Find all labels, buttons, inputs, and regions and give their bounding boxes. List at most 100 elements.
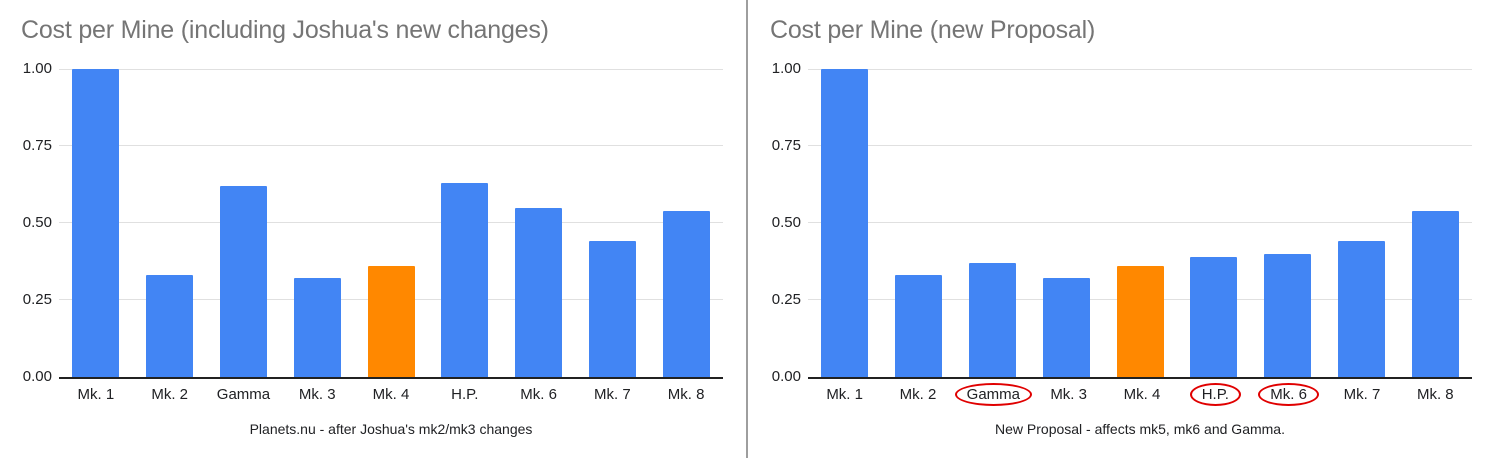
bar-slot-mk-8 — [649, 69, 723, 377]
bars-group — [59, 69, 723, 377]
x-tick-cell-mk-6: Mk. 6 — [502, 380, 576, 408]
y-tick-label: 0.50 — [771, 214, 801, 231]
bar-slot-mk-7 — [575, 69, 649, 377]
x-axis-labels: Mk. 1 Mk. 2 Gamma Mk. 3 Mk. 4 H.P. Mk. 6 Mk. 7 M… — [59, 380, 723, 408]
x-tick-cell-mk-3: Mk. 3 — [280, 380, 354, 408]
y-tick-label: 0.00 — [771, 368, 801, 385]
bar-mk-4 — [367, 266, 415, 377]
bar-slot-mk-3 — [1029, 69, 1103, 377]
red-circle-annotation-h-p: H.P. — [1189, 382, 1241, 406]
bar-h-p — [1190, 256, 1238, 377]
gridline — [59, 69, 723, 70]
chart-caption: Planets.nu - after Joshua's mk2/mk3 chan… — [249, 421, 533, 437]
x-tick-cell-mk-3: Mk. 3 — [1032, 380, 1105, 408]
red-circle-annotation-mk-6: Mk. 6 — [1258, 382, 1319, 406]
x-tick-label: H.P. — [451, 385, 479, 403]
bar-mk-7 — [588, 241, 636, 377]
x-tick-label: Mk. 7 — [1343, 385, 1381, 403]
x-tick-cell-mk-4: Mk. 4 — [1105, 380, 1178, 408]
bars-group — [808, 69, 1472, 377]
x-tick-cell-mk-7: Mk. 7 — [575, 380, 649, 408]
x-tick-cell-mk-4: Mk. 4 — [354, 380, 428, 408]
bar-gamma — [968, 263, 1016, 377]
bar-mk-8 — [662, 210, 710, 377]
x-axis-labels: Mk. 1 Mk. 2 Gamma Mk. 3 Mk. 4 H.P. Mk. 6 Mk. 7 M… — [808, 380, 1472, 408]
x-tick-label: Mk. 7 — [594, 385, 631, 403]
x-tick-cell-mk-1: Mk. 1 — [59, 380, 133, 408]
x-tick-cell-mk-8: Mk. 8 — [1399, 380, 1472, 408]
chart-pane-right: Cost per Mine (new Proposal) 1.00 0.75 0.5… — [749, 0, 1492, 458]
bar-h-p — [441, 182, 489, 377]
red-circle-annotation-gamma: Gamma — [954, 382, 1032, 406]
x-tick-label: Mk. 4 — [1123, 385, 1161, 403]
pane-divider-line — [746, 0, 748, 458]
bar-slot-mk-1 — [59, 69, 133, 377]
bar-slot-gamma — [956, 69, 1030, 377]
x-tick-label: Mk. 4 — [372, 385, 410, 403]
bar-slot-mk-1 — [808, 69, 882, 377]
chart-caption: New Proposal - affects mk5, mk6 and Gamm… — [995, 421, 1285, 437]
bar-mk-6 — [515, 207, 563, 377]
bar-mk-1 — [821, 69, 869, 377]
bar-slot-mk-6 — [1251, 69, 1325, 377]
bar-mk-1 — [72, 69, 120, 377]
x-tick-label: Mk. 6 — [520, 385, 557, 403]
chart-title: Cost per Mine (including Joshua's new ch… — [21, 16, 549, 44]
gridline — [808, 69, 1472, 70]
bar-mk-3 — [1042, 278, 1090, 377]
x-tick-cell-gamma: Gamma — [954, 380, 1032, 408]
gridline — [808, 222, 1472, 223]
y-tick-label: 0.75 — [771, 137, 801, 154]
x-tick-cell-mk-7: Mk. 7 — [1325, 380, 1398, 408]
bar-slot-mk-2 — [882, 69, 956, 377]
x-tick-label: Mk. 2 — [899, 385, 937, 403]
x-axis-line — [808, 377, 1472, 379]
x-tick-label: Mk. 3 — [1050, 385, 1087, 403]
x-tick-label: Mk. 3 — [298, 385, 336, 403]
x-tick-label: Mk. 2 — [151, 385, 189, 403]
gridline — [808, 145, 1472, 146]
x-tick-label: Mk. 8 — [667, 385, 705, 403]
x-tick-cell-gamma: Gamma — [207, 380, 281, 408]
bar-slot-mk-2 — [133, 69, 207, 377]
plot-area: 1.00 0.75 0.50 0.25 0.00 Mk. 1 Mk. 2 Gamma Mk. 3… — [23, 60, 723, 403]
y-tick-label: 1.00 — [22, 60, 52, 77]
bar-mk-7 — [1337, 241, 1385, 377]
y-tick-label: 0.25 — [22, 291, 52, 308]
bar-slot-gamma — [207, 69, 281, 377]
bar-mk-8 — [1411, 210, 1459, 377]
x-tick-cell-h-p: H.P. — [1179, 380, 1252, 408]
bar-slot-mk-3 — [280, 69, 354, 377]
bar-slot-mk-6 — [502, 69, 576, 377]
bar-mk-3 — [293, 278, 341, 377]
y-tick-label: 1.00 — [771, 60, 801, 77]
bar-mk-2 — [146, 275, 194, 377]
x-tick-label: Mk. 1 — [826, 385, 863, 403]
y-tick-label: 0.50 — [22, 214, 52, 231]
gridline — [59, 145, 723, 146]
y-tick-label: 0.75 — [22, 137, 52, 154]
x-tick-cell-mk-6: Mk. 6 — [1252, 380, 1325, 408]
bar-slot-mk-4 — [354, 69, 428, 377]
x-tick-cell-mk-2: Mk. 2 — [133, 380, 207, 408]
chart-title: Cost per Mine (new Proposal) — [770, 16, 1096, 44]
x-tick-cell-mk-2: Mk. 2 — [881, 380, 954, 408]
chart-pane-left: Cost per Mine (including Joshua's new ch… — [21, 16, 723, 437]
bar-mk-6 — [1264, 253, 1312, 377]
bar-slot-h-p — [428, 69, 502, 377]
bar-slot-h-p — [1177, 69, 1251, 377]
bar-mk-2 — [895, 275, 943, 377]
x-tick-cell-mk-1: Mk. 1 — [808, 380, 881, 408]
bar-slot-mk-4 — [1103, 69, 1177, 377]
bar-gamma — [219, 186, 267, 377]
bar-slot-mk-7 — [1324, 69, 1398, 377]
gridline — [59, 222, 723, 223]
x-tick-label: Gamma — [216, 385, 271, 403]
x-axis-line — [59, 377, 723, 379]
x-tick-label: Mk. 8 — [1416, 385, 1454, 403]
y-tick-label: 0.00 — [22, 368, 52, 385]
bar-mk-4 — [1116, 266, 1164, 377]
x-tick-cell-h-p: H.P. — [428, 380, 502, 408]
bar-slot-mk-8 — [1398, 69, 1472, 377]
